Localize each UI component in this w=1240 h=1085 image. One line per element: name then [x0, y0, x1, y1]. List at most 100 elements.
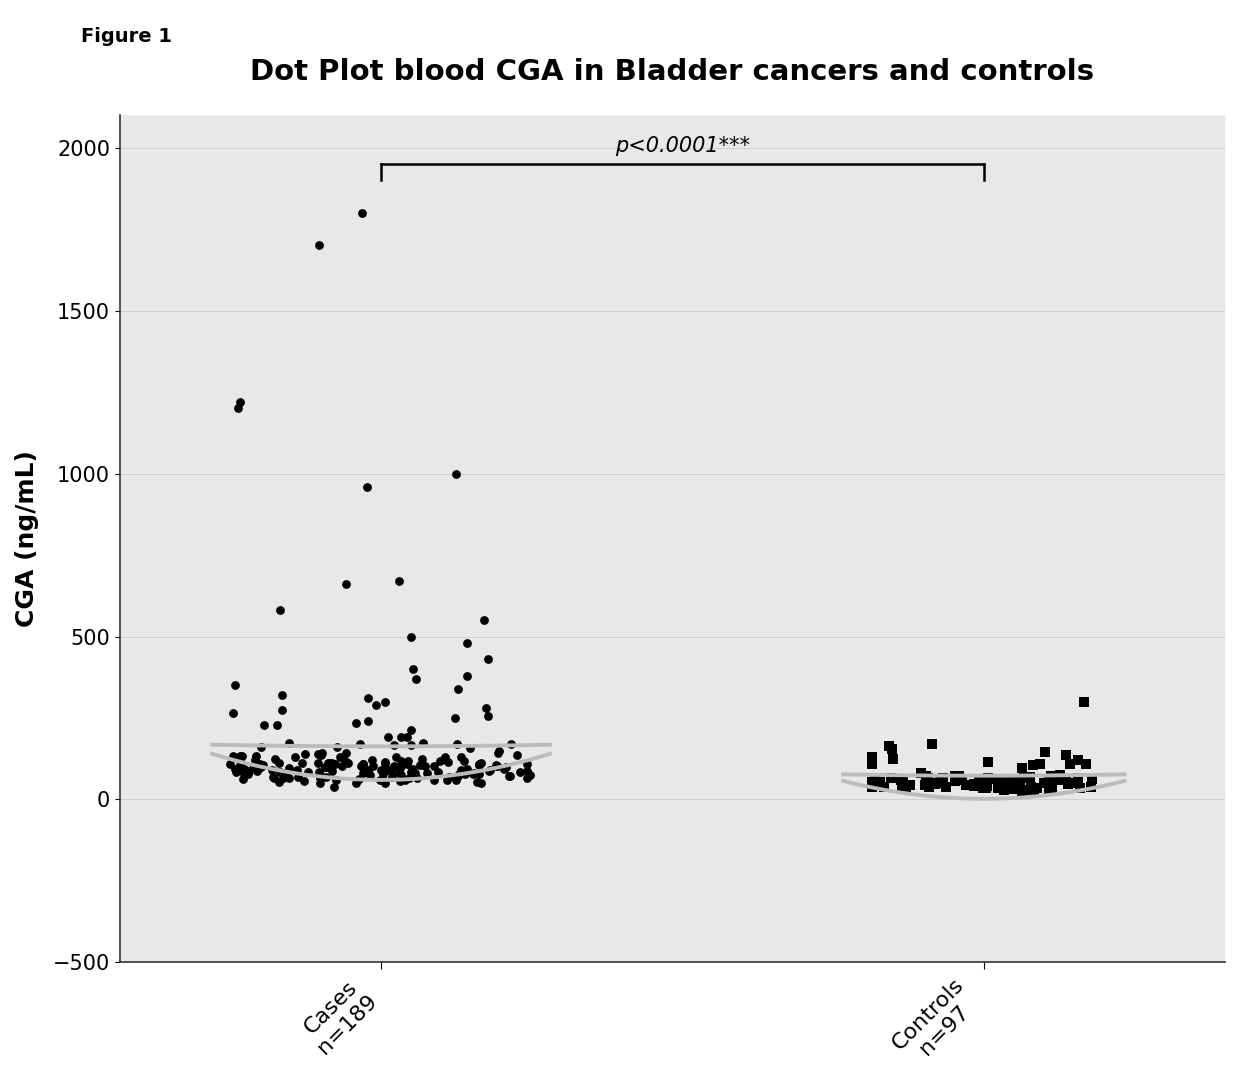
- Point: [486, 757, 506, 775]
- Point: [445, 710, 465, 727]
- Point: [1030, 755, 1050, 773]
- Point: [234, 761, 254, 778]
- Point: [988, 773, 1008, 790]
- Point: [407, 769, 427, 787]
- Point: [500, 767, 520, 784]
- Point: [397, 755, 417, 773]
- Point: [1024, 782, 1044, 800]
- Point: [1035, 743, 1055, 761]
- Point: [353, 755, 373, 773]
- Point: [224, 760, 244, 777]
- Point: [366, 697, 386, 714]
- Point: [428, 763, 448, 780]
- Point: [403, 761, 423, 778]
- Point: [446, 771, 466, 789]
- Point: [866, 769, 885, 787]
- Point: [358, 713, 378, 730]
- Point: [479, 763, 498, 780]
- Point: [893, 779, 913, 796]
- Point: [487, 757, 507, 775]
- Point: [489, 742, 508, 760]
- Point: [412, 750, 432, 767]
- Point: [1076, 755, 1096, 773]
- Point: [339, 754, 358, 771]
- Point: [945, 773, 965, 790]
- Point: [336, 576, 356, 593]
- Point: [999, 778, 1019, 795]
- Point: [1048, 768, 1068, 786]
- Point: [460, 740, 480, 757]
- Point: [1040, 773, 1060, 790]
- Point: [952, 771, 972, 789]
- Point: [262, 761, 281, 778]
- Point: [1059, 775, 1079, 792]
- Point: [370, 771, 389, 789]
- Point: [862, 773, 882, 790]
- Point: [1012, 760, 1032, 777]
- Point: [455, 765, 475, 782]
- Point: [373, 765, 393, 782]
- Point: [996, 770, 1016, 788]
- Point: [219, 755, 239, 773]
- Point: [501, 735, 521, 752]
- Point: [403, 661, 423, 678]
- Point: [279, 735, 299, 752]
- Point: [295, 745, 315, 763]
- Point: [520, 767, 539, 784]
- Point: [1070, 779, 1090, 796]
- Point: [233, 770, 253, 788]
- Point: [402, 628, 422, 646]
- Point: [1021, 779, 1040, 796]
- Point: [233, 764, 253, 781]
- Point: [229, 393, 249, 410]
- Point: [911, 764, 931, 781]
- Point: [1012, 783, 1032, 801]
- Point: [401, 764, 420, 781]
- Point: [448, 680, 467, 698]
- Point: [996, 777, 1016, 794]
- Point: [315, 758, 335, 776]
- Point: [507, 745, 527, 763]
- Point: [1011, 777, 1030, 794]
- Point: [1039, 771, 1059, 789]
- Point: [949, 767, 968, 784]
- Point: [1023, 756, 1043, 774]
- Point: [358, 690, 378, 707]
- Point: [916, 774, 936, 791]
- Point: [232, 748, 252, 765]
- Point: [451, 762, 471, 779]
- Point: [862, 749, 882, 766]
- Point: [384, 757, 404, 775]
- Point: [376, 693, 396, 711]
- Y-axis label: CGA (ng/mL): CGA (ng/mL): [15, 450, 38, 627]
- Point: [869, 774, 889, 791]
- Point: [224, 677, 244, 694]
- Point: [436, 771, 456, 789]
- Point: [439, 768, 459, 786]
- Point: [288, 761, 308, 778]
- Point: [409, 756, 429, 774]
- Point: [274, 764, 294, 781]
- Point: [316, 768, 336, 786]
- Point: [330, 749, 350, 766]
- Point: [925, 776, 945, 793]
- Point: [389, 773, 409, 790]
- Point: [1074, 693, 1094, 711]
- Point: [358, 762, 378, 779]
- Point: [446, 464, 466, 482]
- Point: [371, 761, 391, 778]
- Point: [401, 737, 420, 754]
- Point: [464, 765, 484, 782]
- Point: [517, 762, 537, 779]
- Point: [363, 757, 383, 775]
- Point: [391, 760, 410, 777]
- Point: [965, 777, 985, 794]
- Point: [463, 766, 482, 783]
- Point: [496, 758, 516, 776]
- Point: [1050, 767, 1070, 784]
- Point: [374, 758, 394, 776]
- Point: [270, 602, 290, 620]
- Point: [882, 769, 901, 787]
- Point: [288, 768, 308, 786]
- Point: [480, 762, 500, 779]
